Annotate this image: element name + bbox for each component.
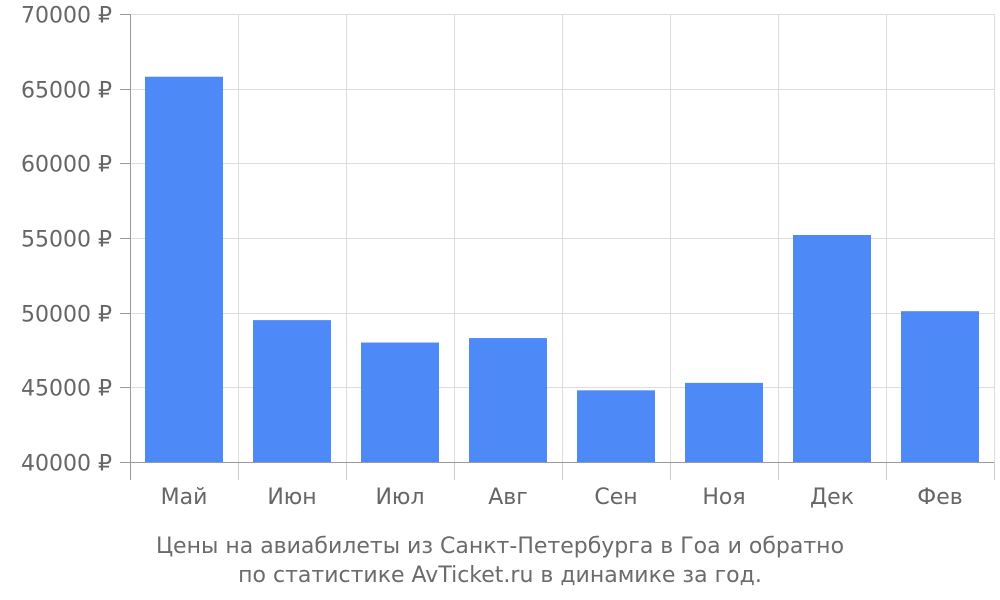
bar-3 (361, 342, 439, 462)
chart-caption-line-2: по статистике AvTicket.ru в динамике за … (238, 563, 762, 588)
bar-2 (253, 320, 331, 462)
x-tick-label: Фев (917, 485, 962, 510)
bars (145, 76, 979, 462)
grid-lines (130, 14, 995, 463)
axes (120, 14, 995, 480)
y-tick-label: 60000 ₽ (21, 153, 112, 178)
y-tick-label: 55000 ₽ (21, 228, 112, 253)
x-tick-label: Ноя (702, 485, 745, 510)
y-tick-label: 70000 ₽ (21, 4, 112, 29)
chart-caption-line-1: Цены на авиабилеты из Санкт-Петербурга в… (155, 534, 845, 559)
bar-5 (577, 390, 655, 462)
bar-8 (901, 311, 979, 462)
bar-6 (685, 382, 763, 462)
y-tick-label: 65000 ₽ (21, 79, 112, 104)
bar-1 (145, 76, 223, 462)
x-tick-label: Май (161, 485, 208, 510)
bar-7 (793, 235, 871, 462)
x-axis-labels: Май Июн Июл Авг Сен Ноя Дек Фев (161, 485, 963, 510)
y-tick-label: 40000 ₽ (21, 452, 112, 477)
x-tick-label: Июн (267, 485, 316, 510)
bar-4 (469, 338, 547, 462)
x-tick-label: Июл (375, 485, 424, 510)
y-axis-labels: 40000 ₽ 45000 ₽ 50000 ₽ 55000 ₽ 60000 ₽ 65000… (21, 4, 112, 477)
x-tick-label: Сен (594, 485, 637, 510)
y-tick-label: 45000 ₽ (21, 377, 112, 402)
x-tick-label: Дек (810, 485, 854, 510)
x-tick-label: Авг (488, 485, 528, 510)
y-tick-label: 50000 ₽ (21, 303, 112, 328)
